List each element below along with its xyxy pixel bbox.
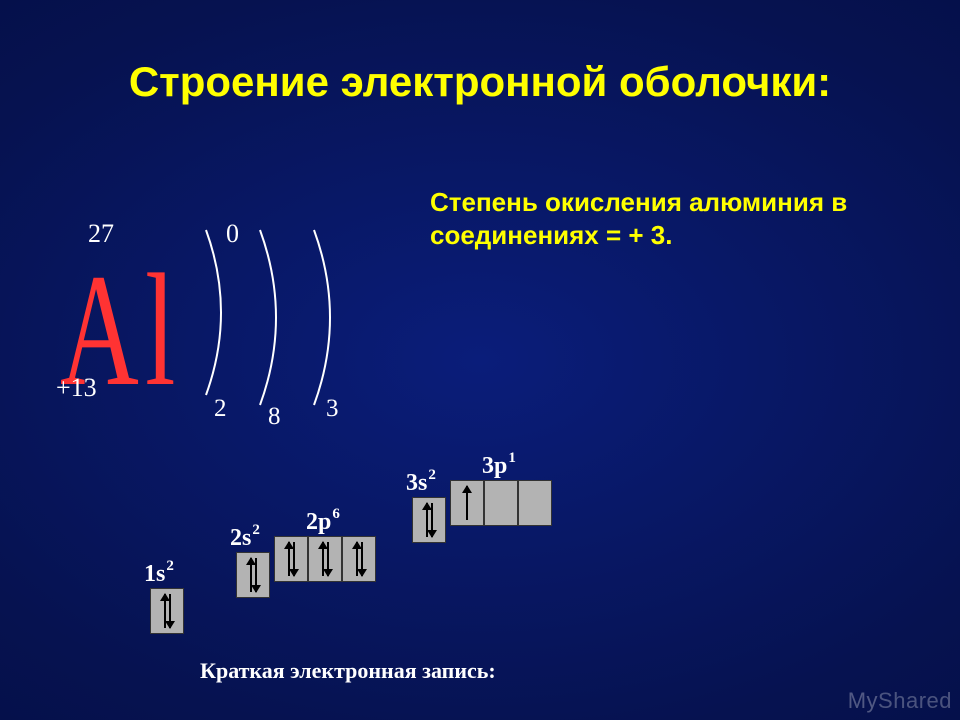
spin-down-arrow-icon — [431, 503, 433, 537]
shell-arc — [314, 230, 330, 405]
spin-down-arrow-icon — [169, 594, 171, 628]
orbital-boxes — [450, 480, 552, 526]
nuclear-charge: +13 — [56, 373, 97, 403]
short-notation-caption: Краткая электронная запись: — [200, 658, 496, 684]
orbital-3p: 3p1 — [450, 480, 552, 526]
orbital-2s: 2s2 — [236, 552, 270, 598]
shell-arcs — [196, 220, 396, 420]
orbital-label: 2s2 — [230, 524, 259, 552]
spin-up-arrow-icon — [466, 486, 468, 520]
page-title: Строение электронной оболочки: — [0, 58, 960, 106]
orbital-box — [412, 497, 446, 543]
orbital-boxes — [412, 497, 446, 543]
orbital-box — [450, 480, 484, 526]
shell-arc — [260, 230, 276, 405]
spin-down-arrow-icon — [327, 542, 329, 576]
orbital-boxes — [150, 588, 184, 634]
orbital-label: 3s2 — [406, 469, 435, 497]
orbital-box — [236, 552, 270, 598]
orbital-boxes — [274, 536, 376, 582]
orbital-label: 2p6 — [306, 508, 339, 536]
orbital-2p: 2p6 — [274, 536, 376, 582]
shell-electron-count: 3 — [326, 395, 339, 423]
orbital-label: 3p1 — [482, 452, 515, 480]
orbital-3s: 3s2 — [412, 497, 446, 543]
orbital-1s: 1s2 — [150, 588, 184, 634]
orbital-box — [308, 536, 342, 582]
oxidation-state-text: Степень окисления алюминия в соединениях… — [430, 186, 930, 251]
shell-arc — [206, 230, 221, 395]
spin-down-arrow-icon — [361, 542, 363, 576]
watermark: MyShared — [848, 688, 952, 714]
spin-down-arrow-icon — [255, 558, 257, 592]
orbital-box — [342, 536, 376, 582]
mass-number: 27 — [88, 219, 114, 249]
shell-electron-count: 2 — [214, 395, 227, 423]
orbital-boxes — [236, 552, 270, 598]
orbital-box — [518, 480, 552, 526]
orbital-box — [150, 588, 184, 634]
orbital-box — [274, 536, 308, 582]
orbital-label: 1s2 — [144, 560, 173, 588]
spin-down-arrow-icon — [293, 542, 295, 576]
shell-electron-count: 8 — [268, 403, 281, 431]
orbital-box — [484, 480, 518, 526]
